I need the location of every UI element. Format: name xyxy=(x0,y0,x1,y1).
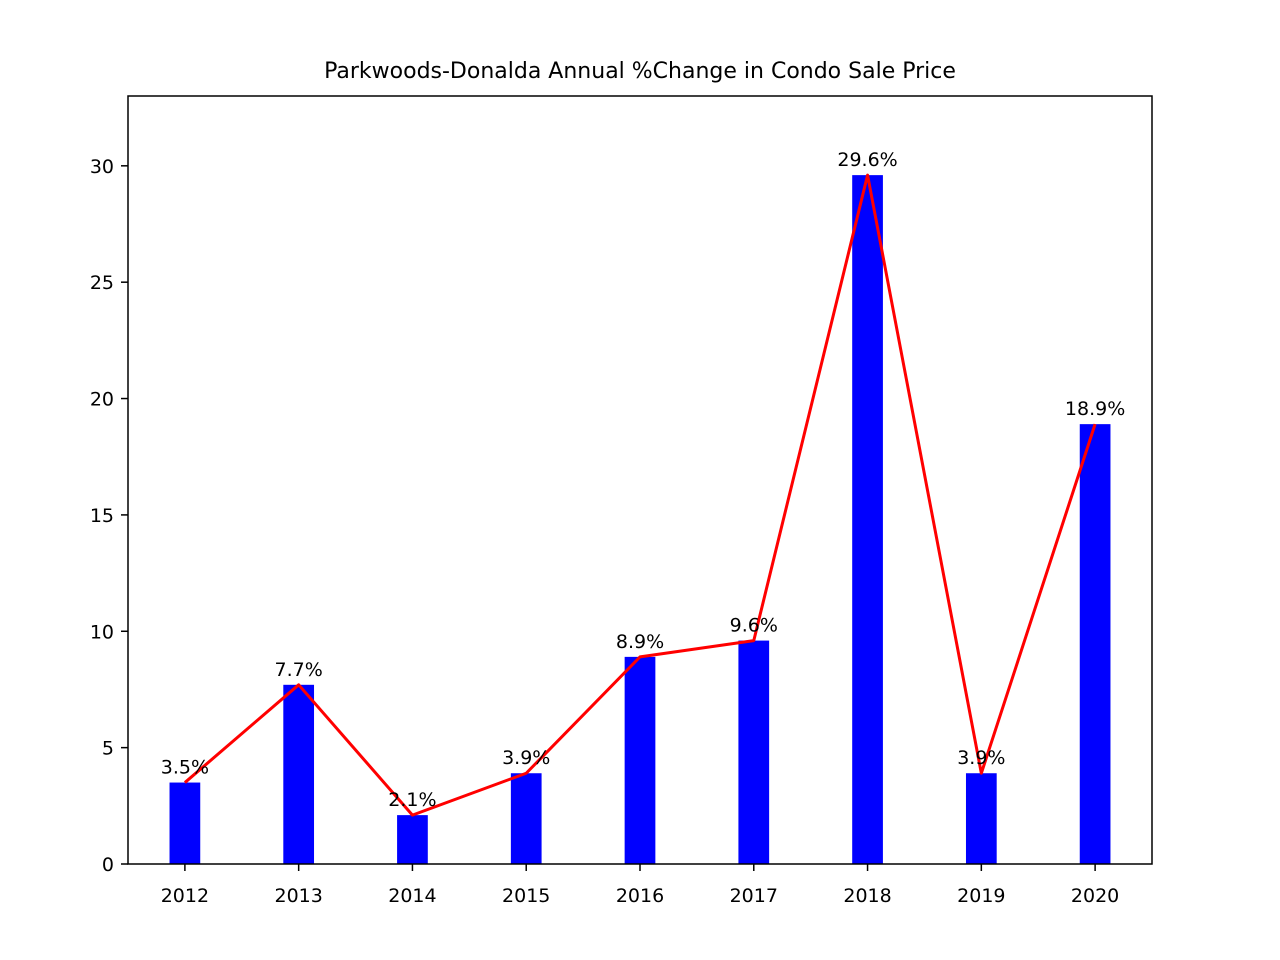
data-label-2018: 29.6% xyxy=(837,149,897,171)
bar-2019 xyxy=(965,773,997,864)
bar-2018 xyxy=(852,175,883,865)
y-tick-label-10: 10 xyxy=(90,621,114,643)
chart-title: Parkwoods-Donalda Annual %Change in Cond… xyxy=(324,59,956,84)
bar-2012 xyxy=(169,782,201,864)
bars-layer xyxy=(169,175,1111,865)
x-tick-label-2017: 2017 xyxy=(730,885,778,907)
data-label-2016: 8.9% xyxy=(616,631,664,653)
trend-line xyxy=(183,173,1097,817)
line-layer xyxy=(183,173,1097,817)
x-tick-label-2020: 2020 xyxy=(1071,885,1119,907)
y-tick-label-25: 25 xyxy=(90,272,114,294)
data-labels-layer: 3.5% 7.7% 2.1% 3.9% 8.9% 9.6% 29.6% 3.9% 18.9% xyxy=(161,149,1126,811)
x-tick-label-2014: 2014 xyxy=(388,885,436,907)
x-tick-label-2019: 2019 xyxy=(957,885,1005,907)
x-tick-label-2015: 2015 xyxy=(502,885,550,907)
bar-2020 xyxy=(1079,424,1111,864)
data-label-2012: 3.5% xyxy=(161,757,209,779)
x-ticks-layer: 2012 2013 2014 2015 2016 2017 2018 2019 2020 xyxy=(161,864,1119,907)
bar-2013 xyxy=(283,684,315,864)
y-tick-label-15: 15 xyxy=(90,505,114,527)
data-label-2017: 9.6% xyxy=(730,615,778,637)
y-tick-label-0: 0 xyxy=(102,854,114,876)
bar-2014 xyxy=(397,815,428,864)
bar-2015 xyxy=(510,773,542,864)
y-tick-label-30: 30 xyxy=(90,156,114,178)
data-label-2013: 7.7% xyxy=(275,659,323,681)
y-ticks-layer: 0 5 10 15 20 25 30 xyxy=(90,156,128,876)
bar-2016 xyxy=(624,656,656,864)
y-tick-label-5: 5 xyxy=(102,738,114,760)
data-label-2015: 3.9% xyxy=(502,747,550,769)
y-tick-label-20: 20 xyxy=(90,389,114,411)
x-tick-label-2016: 2016 xyxy=(616,885,664,907)
x-tick-label-2013: 2013 xyxy=(274,885,322,907)
x-tick-label-2012: 2012 xyxy=(161,885,209,907)
x-tick-label-2018: 2018 xyxy=(843,885,891,907)
bar-2017 xyxy=(738,640,770,864)
data-label-2019: 3.9% xyxy=(957,747,1005,769)
data-label-2014: 2.1% xyxy=(388,789,436,811)
data-label-2020: 18.9% xyxy=(1065,398,1125,420)
